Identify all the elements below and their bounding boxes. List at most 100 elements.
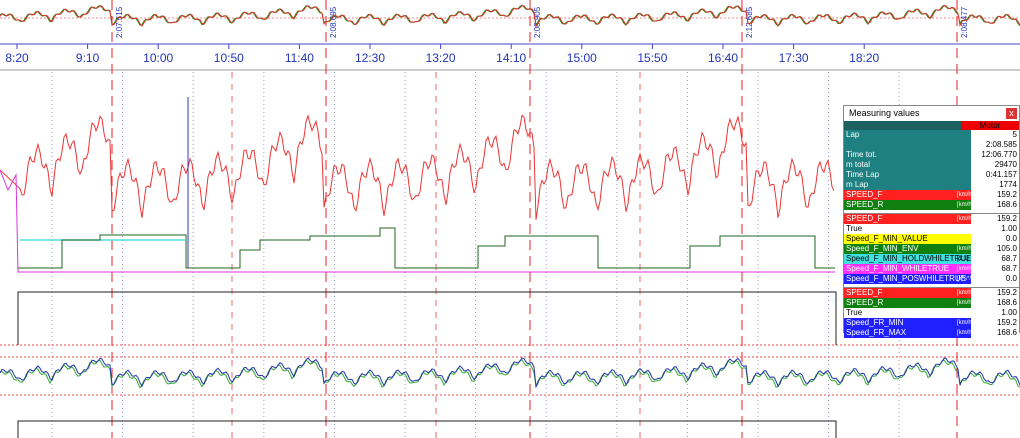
- row-value: 1774: [971, 180, 1019, 190]
- row-value: 159.2: [971, 288, 1019, 298]
- row-value: 105.0: [971, 244, 1019, 254]
- value-row: m total 29470: [844, 160, 1019, 170]
- time-label: 10:00: [143, 51, 173, 65]
- row-unit: [km/h]: [957, 216, 974, 222]
- value-row: Speed_FR_MIN [km/h] 159.2: [844, 318, 1019, 328]
- row-value: 2:08.585: [971, 140, 1019, 150]
- motor-header: Motor: [961, 121, 1019, 130]
- row-value: 168.6: [971, 298, 1019, 308]
- row-unit: [km/h]: [957, 266, 974, 272]
- value-row: Time tot. 12:06.770: [844, 150, 1019, 160]
- trace-top-green: [0, 4, 1020, 27]
- row-unit: [1:1]: [957, 256, 969, 262]
- value-row: Speed_F_MIN_HOLDWHILETRUE [1:1] 68.7: [844, 254, 1019, 264]
- row-label: Speed_FR_MAX: [846, 328, 907, 337]
- row-label: Speed_FR_MIN: [846, 318, 904, 327]
- lap-time: 2:12.685: [745, 6, 754, 38]
- time-label: 10:50: [214, 51, 244, 65]
- time-label: 14:10: [496, 51, 526, 65]
- panel-title-text: Measuring values: [849, 108, 920, 118]
- measuring-panel[interactable]: Measuring values x Motor Lap 5 2:08.585 Time…: [843, 105, 1020, 338]
- row-value: 68.7: [971, 254, 1019, 264]
- value-row: 2:08.585: [844, 140, 1019, 150]
- row-label: SPEED_R: [846, 200, 884, 209]
- trace-bottom-green: [0, 359, 1020, 389]
- row-label: m Lap: [846, 180, 869, 189]
- lap-time: 2:07.515: [115, 6, 124, 38]
- row-label: True: [846, 308, 863, 317]
- row-value: 168.6: [971, 200, 1019, 210]
- row-label: Time Lap: [846, 170, 880, 179]
- close-button[interactable]: x: [1006, 108, 1017, 119]
- time-label: 17:30: [779, 51, 809, 65]
- value-row: True 1.00: [844, 308, 1019, 318]
- row-value: 0.0: [971, 274, 1019, 284]
- time-label: 15:00: [567, 51, 597, 65]
- trace-state-bottom: [17, 420, 837, 438]
- trace-state: [17, 291, 837, 345]
- row-label: SPEED_R: [846, 298, 884, 307]
- value-row: SPEED_F [km/h] 159.2: [844, 190, 1019, 200]
- row-unit: [km/h]: [957, 320, 974, 326]
- row-value: 168.6: [971, 328, 1019, 338]
- row-unit: [km/h]: [957, 300, 974, 306]
- trace-bottom-blue: [0, 357, 1020, 389]
- row-value: 1.00: [971, 308, 1019, 318]
- value-row: SPEED_F [km/h] 159.2: [844, 214, 1019, 224]
- row-label: Speed_F_MIN_ENV: [846, 244, 919, 253]
- value-row: Speed_FR_MAX [km/h] 168.6: [844, 328, 1019, 338]
- value-row: Speed_F_MIN_ENV [km/h] 105.0: [844, 244, 1019, 254]
- row-value: 68.7: [971, 264, 1019, 274]
- row-value: 0.0: [971, 234, 1019, 244]
- value-row: Speed_F_MIN_VALUE 0.0: [844, 234, 1019, 244]
- trace-env: [18, 227, 835, 269]
- row-label: Lap: [846, 130, 860, 139]
- time-label: 16:40: [708, 51, 738, 65]
- row-label: Speed_F_MIN_VALUE: [846, 234, 928, 243]
- row-label: SPEED_F: [846, 190, 883, 199]
- row-label: SPEED_F: [846, 214, 883, 223]
- time-label: 15:50: [637, 51, 667, 65]
- row-unit: [km/h]: [957, 202, 974, 208]
- time-label: 13:20: [426, 51, 456, 65]
- trace-min: [0, 169, 835, 273]
- time-label: 18:20: [849, 51, 879, 65]
- row-unit: [km/h]: [957, 290, 974, 296]
- panel-title: Measuring values x: [844, 106, 1019, 121]
- row-value: 5: [971, 130, 1019, 140]
- lap-time: 2:08.477: [960, 6, 969, 38]
- row-unit: [km/h]: [957, 330, 974, 336]
- time-label: 8:20: [5, 51, 29, 65]
- lap-time: 2:08.695: [329, 6, 338, 38]
- value-row: m Lap 1774: [844, 180, 1019, 190]
- row-label: SPEED_F: [846, 288, 883, 297]
- row-unit: [km/h]: [957, 192, 974, 198]
- row-label: Speed_F_MIN_POSWHILETRUE: [846, 274, 967, 283]
- value-row: SPEED_F [km/h] 159.2: [844, 288, 1019, 298]
- panel-rows: Lap 5 2:08.585 Time tot. 12:06.770 m total 294…: [844, 130, 1019, 338]
- row-label: True: [846, 224, 863, 233]
- row-value: 29470: [971, 160, 1019, 170]
- trace-top-red: [0, 4, 1020, 28]
- row-unit: [l/*s*/]: [957, 276, 973, 282]
- panel-section: SPEED_F [km/h] 159.2 True 1.00 Speed_F_MIN_VA…: [844, 213, 1019, 284]
- row-unit: [km/h]: [957, 246, 974, 252]
- row-label: Speed_F_MIN_WHILETRUE: [846, 264, 950, 273]
- row-label: Speed_F_MIN_HOLDWHILETRUE: [846, 254, 972, 263]
- value-row: Speed_F_MIN_POSWHILETRUE [l/*s*/] 0.0: [844, 274, 1019, 284]
- row-label: Time tot.: [846, 150, 877, 159]
- row-value: 12:06.770: [971, 150, 1019, 160]
- trace-speed: [0, 114, 835, 220]
- row-label: m total: [846, 160, 871, 169]
- time-label: 12:30: [355, 51, 385, 65]
- time-label: 9:10: [76, 51, 100, 65]
- row-value: 0:41.157: [971, 170, 1019, 180]
- row-value: 159.2: [971, 214, 1019, 224]
- panel-header: Motor: [844, 121, 1019, 130]
- value-row: True 1.00: [844, 224, 1019, 234]
- panel-section: SPEED_F [km/h] 159.2 SPEED_R [km/h] 168.6 True…: [844, 287, 1019, 338]
- time-label: 11:40: [285, 51, 314, 65]
- row-value: 1.00: [971, 224, 1019, 234]
- value-row: SPEED_R [km/h] 168.6: [844, 298, 1019, 308]
